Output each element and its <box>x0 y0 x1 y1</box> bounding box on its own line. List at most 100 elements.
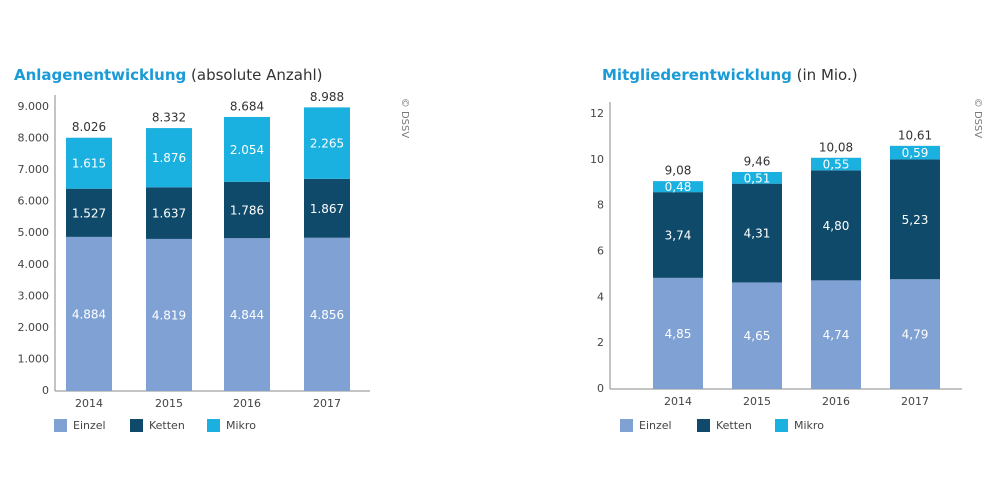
value-label: 4,31 <box>744 227 771 241</box>
total-label: 9,08 <box>665 163 692 177</box>
bar-segment <box>890 145 940 160</box>
y-tick-label: 8 <box>597 199 604 212</box>
legend-label: Ketten <box>149 419 185 432</box>
chart-title: Mitgliederentwicklung (in Mio.) <box>602 66 858 84</box>
y-tick-label: 9.000 <box>18 100 50 113</box>
value-label: 4.819 <box>152 308 186 322</box>
value-label: 2.054 <box>230 143 264 157</box>
title-sub: (absolute Anzahl) <box>191 66 322 84</box>
value-label: 4,74 <box>823 328 850 342</box>
bar-segment <box>304 237 350 391</box>
bar-segment <box>890 159 940 280</box>
total-label: 8.332 <box>152 111 186 125</box>
title-main: Anlagenentwicklung <box>14 66 186 84</box>
value-label: 4,85 <box>665 327 692 341</box>
value-label: 0,59 <box>902 146 929 160</box>
legend-swatch <box>130 419 143 432</box>
bar-segment <box>224 116 270 182</box>
annotation: © DSSV <box>399 98 410 139</box>
x-tick-label: 2016 <box>233 397 261 410</box>
annotation: © DSSV <box>972 98 983 139</box>
total-label: 8.988 <box>310 90 344 104</box>
chart-title: Anlagenentwicklung (absolute Anzahl) <box>14 66 323 84</box>
bar-segment <box>732 171 782 184</box>
bar-segment <box>811 280 861 389</box>
y-tick-label: 5.000 <box>18 226 50 239</box>
x-tick-label: 2015 <box>155 397 183 410</box>
y-tick-label: 4.000 <box>18 258 50 271</box>
total-label: 10,08 <box>819 141 853 155</box>
value-label: 4,80 <box>823 219 850 233</box>
y-tick-label: 8.000 <box>18 132 50 145</box>
bar-segment <box>66 188 112 237</box>
x-tick-label: 2016 <box>822 395 850 408</box>
bar-segment <box>653 277 703 389</box>
bar-segment <box>890 279 940 389</box>
value-label: 1.615 <box>72 157 106 171</box>
value-label: 1.876 <box>152 151 186 165</box>
y-tick-label: 6.000 <box>18 195 50 208</box>
value-label: 5,23 <box>902 213 929 227</box>
bar-segment <box>146 128 192 188</box>
bar-segment <box>653 192 703 278</box>
x-tick-label: 2014 <box>75 397 103 410</box>
total-label: 8.026 <box>72 120 106 134</box>
value-label: 4,79 <box>902 328 929 342</box>
y-tick-label: 6 <box>597 245 604 258</box>
bar-segment <box>224 181 270 239</box>
bar-segment <box>732 183 782 283</box>
bar-segment <box>224 238 270 391</box>
y-tick-label: 12 <box>590 107 604 120</box>
legend-swatch <box>775 419 788 432</box>
value-label: 4.844 <box>230 308 264 322</box>
legend-swatch <box>620 419 633 432</box>
legend-label: Einzel <box>73 419 106 432</box>
bar-segment <box>811 170 861 281</box>
legend-label: Mikro <box>226 419 256 432</box>
value-label: 0,51 <box>744 171 771 185</box>
legend-label: Ketten <box>716 419 752 432</box>
bar-segment <box>66 137 112 189</box>
y-tick-label: 3.000 <box>18 289 50 302</box>
bar-segment <box>146 187 192 239</box>
value-label: 4.856 <box>310 308 344 322</box>
bar-segment <box>653 181 703 193</box>
bar-segment <box>66 236 112 391</box>
bar-segment <box>304 107 350 179</box>
value-label: 2.265 <box>310 137 344 151</box>
value-label: 4.884 <box>72 307 106 321</box>
value-label: 4,65 <box>744 329 771 343</box>
bar-segment <box>811 157 861 171</box>
x-tick-label: 2015 <box>743 395 771 408</box>
title-sub: (in Mio.) <box>797 66 858 84</box>
legend-label: Einzel <box>639 419 672 432</box>
value-label: 3,74 <box>665 229 692 243</box>
y-tick-label: 10 <box>590 153 604 166</box>
value-label: 1.637 <box>152 207 186 221</box>
x-tick-label: 2014 <box>664 395 692 408</box>
value-label: 0,55 <box>823 158 850 172</box>
y-tick-label: 1.000 <box>18 352 50 365</box>
x-tick-label: 2017 <box>313 397 341 410</box>
y-tick-label: 0 <box>597 382 604 395</box>
legend-swatch <box>697 419 710 432</box>
value-label: 1.786 <box>230 203 264 217</box>
value-label: 1.867 <box>310 202 344 216</box>
value-label: 0,48 <box>665 180 692 194</box>
bar-segment <box>732 282 782 389</box>
total-label: 9,46 <box>744 155 771 169</box>
y-tick-label: 7.000 <box>18 163 50 176</box>
title-main: Mitgliederentwicklung <box>602 66 792 84</box>
legend-swatch <box>54 419 67 432</box>
x-tick-label: 2017 <box>901 395 929 408</box>
total-label: 10,61 <box>898 128 932 142</box>
value-label: 1.527 <box>72 206 106 220</box>
y-tick-label: 2 <box>597 336 604 349</box>
y-tick-label: 4 <box>597 290 604 303</box>
bar-segment <box>304 178 350 238</box>
y-tick-label: 0 <box>42 384 49 397</box>
legend-swatch <box>207 419 220 432</box>
total-label: 8.684 <box>230 99 264 113</box>
legend-label: Mikro <box>794 419 824 432</box>
